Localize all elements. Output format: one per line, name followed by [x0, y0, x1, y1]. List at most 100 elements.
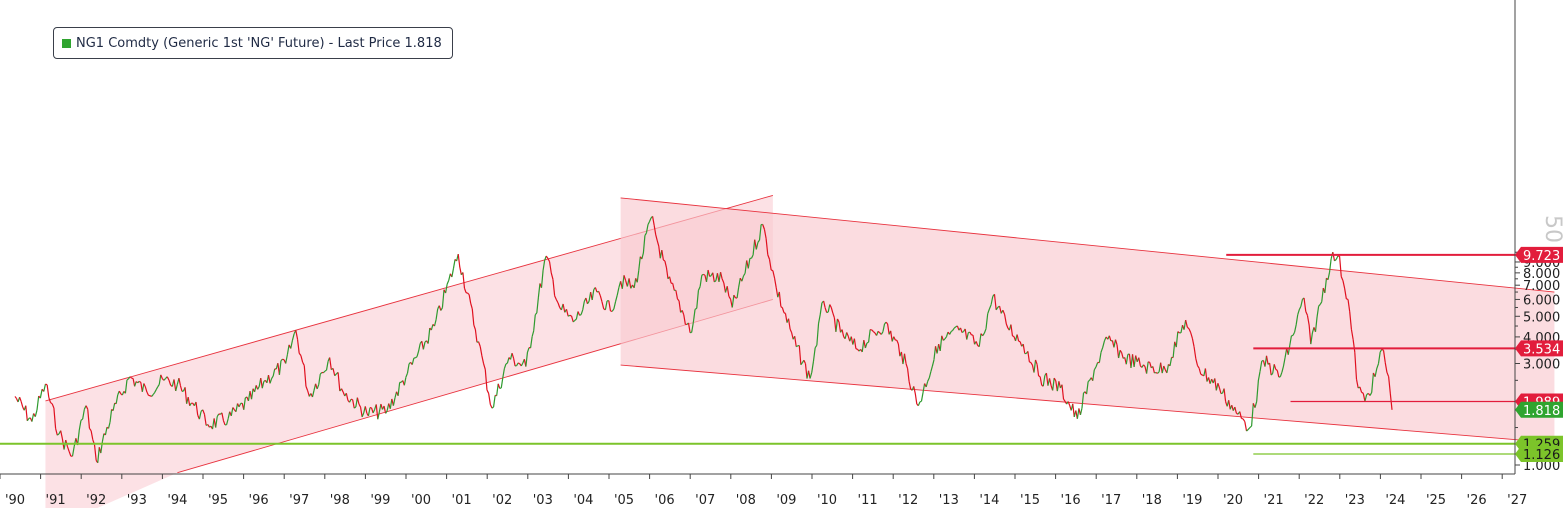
price-segment [1272, 364, 1275, 374]
price-segment [614, 295, 618, 302]
x-tick-label: '13 [939, 493, 959, 508]
price-segment [361, 412, 365, 418]
price-segment [82, 409, 85, 420]
price-segment [705, 269, 709, 282]
price-segment [598, 291, 601, 296]
price-segment [803, 359, 807, 364]
price-segment [1217, 383, 1221, 389]
price-segment [647, 221, 651, 225]
price-segment [232, 407, 235, 411]
price-segment [580, 309, 584, 315]
price-segment [470, 303, 473, 310]
price-segment [353, 406, 357, 409]
level-label: 9.723 [1515, 246, 1563, 264]
price-segment [55, 428, 58, 436]
price-segment [440, 307, 443, 311]
price-segment [1175, 331, 1179, 348]
price-segment [1297, 309, 1300, 315]
price-segment [261, 381, 265, 389]
price-segment [661, 250, 664, 260]
price-segment [914, 393, 918, 405]
price-segment [623, 275, 627, 281]
price-segment [394, 391, 398, 399]
price-segment [755, 242, 759, 250]
price-segment [585, 297, 589, 304]
price-segment [533, 314, 536, 331]
price-segment [1034, 359, 1038, 365]
price-segment [1223, 388, 1227, 402]
price-segment [978, 333, 982, 347]
price-segment [922, 383, 926, 393]
price-segment [1314, 316, 1318, 332]
price-segment [163, 378, 166, 381]
price-segment [438, 305, 442, 311]
x-tick-label: '11 [858, 493, 878, 508]
x-tick-label: '15 [1020, 493, 1040, 508]
price-segment [257, 386, 260, 390]
price-segment [1198, 368, 1202, 375]
price-segment [68, 451, 72, 457]
price-segment [1300, 299, 1304, 307]
price-segment [723, 282, 727, 293]
price-segment [863, 340, 866, 349]
price-segment [941, 335, 944, 341]
price-segment [126, 378, 129, 381]
price-segment [577, 311, 581, 316]
price-segment [286, 344, 290, 355]
price-segment [767, 254, 771, 260]
price-segment [1364, 394, 1368, 402]
price-segment [601, 301, 605, 309]
price-segment [1328, 258, 1332, 273]
price-segment [325, 361, 329, 371]
price-segment [762, 224, 765, 230]
price-segment [950, 329, 954, 333]
price-levels [0, 253, 1515, 455]
price-segment [599, 295, 603, 303]
price-segment [14, 396, 18, 399]
price-segment [1016, 334, 1020, 342]
price-segment [1276, 370, 1280, 378]
x-tick-label: '01 [452, 493, 472, 508]
price-series [14, 215, 1393, 464]
price-segment [1352, 339, 1356, 353]
price-segment [1116, 344, 1120, 359]
price-segment [1270, 373, 1274, 376]
price-segment [616, 287, 620, 296]
price-segment [1256, 380, 1259, 402]
price-segment [467, 292, 470, 296]
price-segment [166, 376, 170, 381]
price-segment [1081, 392, 1085, 409]
price-segment [1200, 373, 1203, 376]
price-segment [930, 365, 933, 372]
x-tick-label: '97 [289, 493, 309, 508]
price-segment [109, 409, 113, 423]
price-segment [250, 388, 254, 400]
price-segment [604, 300, 608, 310]
level-label: 3.534 [1515, 340, 1563, 357]
price-segment [340, 388, 344, 393]
price-segment [56, 433, 60, 436]
price-segment [1085, 381, 1089, 395]
price-segment [215, 416, 218, 428]
price-segment [707, 269, 711, 277]
price-segment [798, 345, 802, 365]
price-segment [838, 321, 842, 333]
price-segment [949, 331, 952, 335]
price-segment [816, 323, 820, 346]
price-segment [302, 361, 305, 366]
price-segment [20, 401, 24, 408]
price-segment [775, 287, 779, 298]
level-label-box [1515, 246, 1563, 263]
price-segment [864, 342, 868, 349]
price-segment [383, 405, 387, 414]
price-segment [1018, 340, 1021, 343]
price-segment [385, 410, 388, 414]
price-segment [1067, 401, 1071, 406]
price-segment [144, 386, 148, 393]
price-segment [675, 290, 679, 299]
price-segment [1079, 407, 1083, 416]
x-tick-label: '19 [1182, 493, 1202, 508]
price-segment [415, 356, 418, 359]
price-segment [692, 309, 696, 323]
